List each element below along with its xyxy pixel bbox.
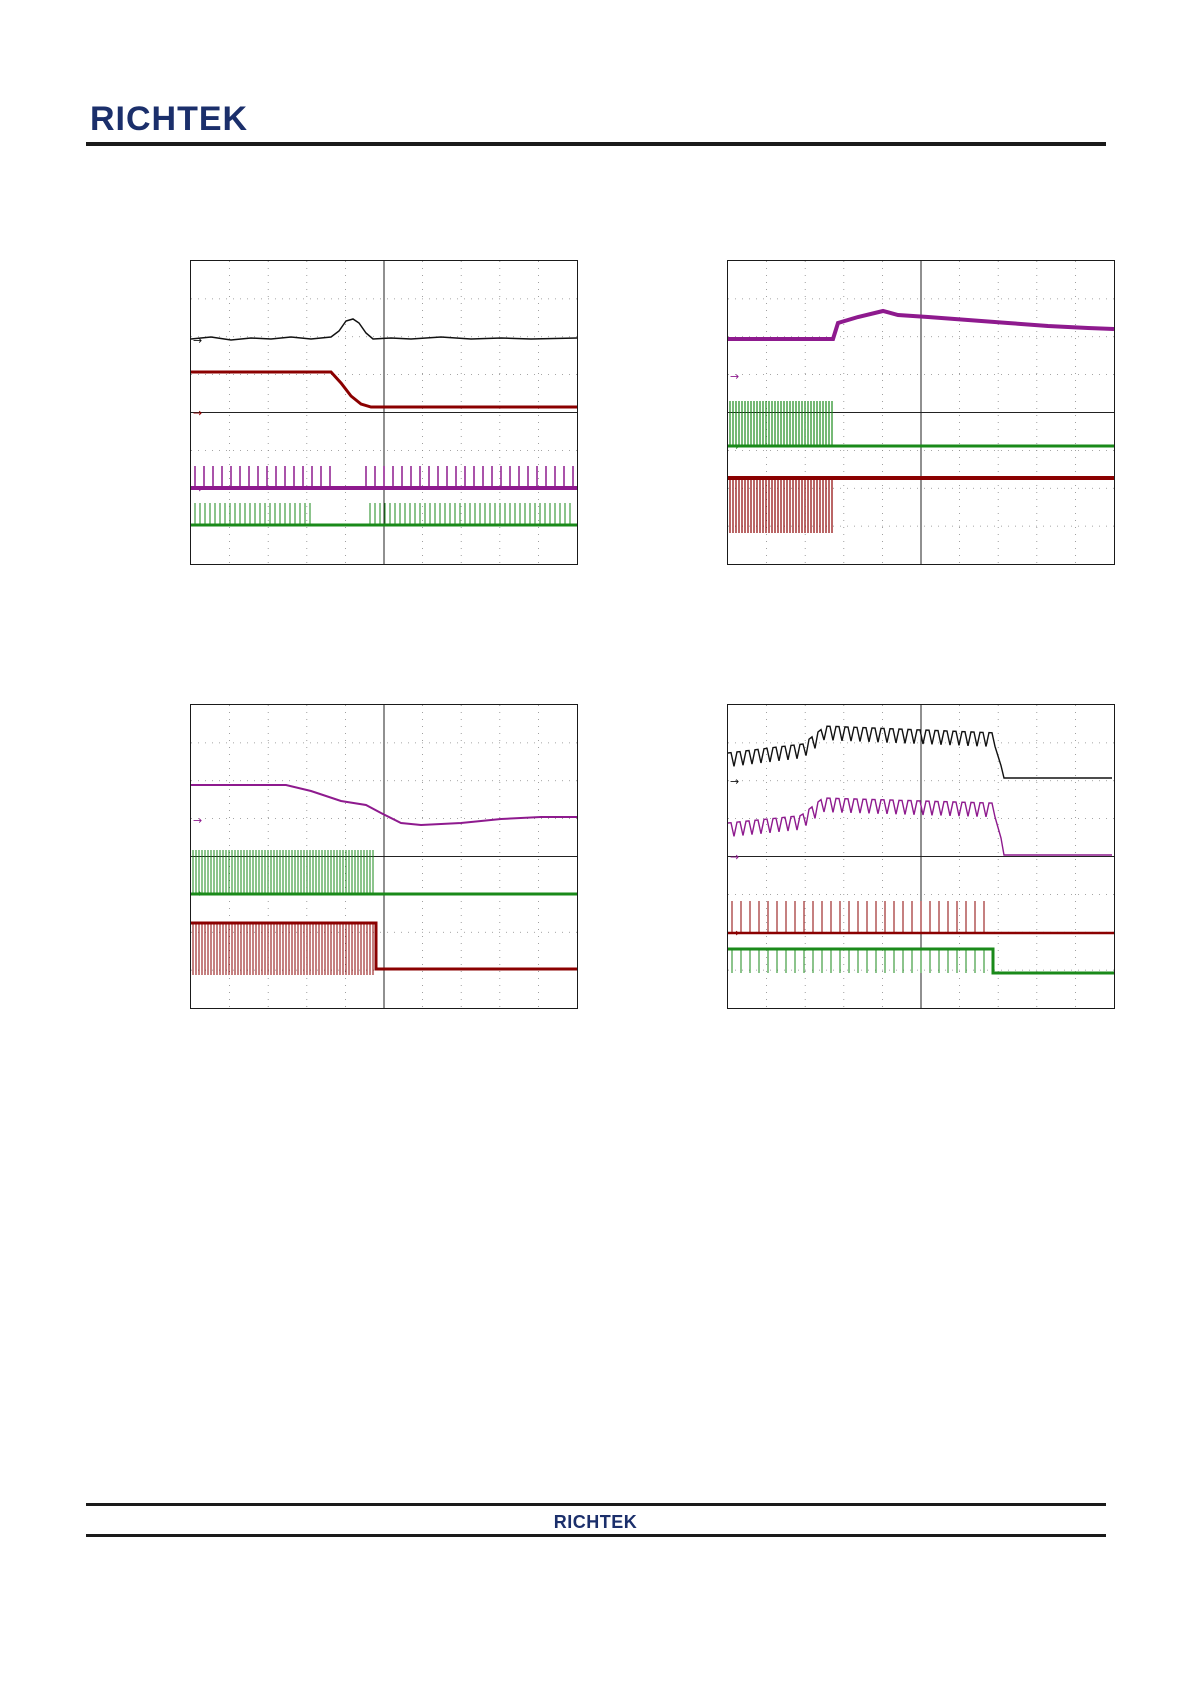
scope-1-green-spikes bbox=[194, 503, 571, 525]
scope-1-channel-marker: → bbox=[193, 407, 202, 420]
scope-1-black-trace bbox=[191, 318, 577, 341]
scope-2-grid bbox=[728, 261, 1114, 564]
scope-1-red-trace bbox=[191, 370, 577, 409]
scope-4-plot: → → → bbox=[728, 705, 1114, 1008]
scope-3-purple-trace bbox=[191, 784, 577, 827]
scope-3-green-spikes bbox=[192, 850, 374, 894]
footer-logo: RICHTEK bbox=[553, 1512, 638, 1532]
scope-4-red-spikes bbox=[731, 901, 985, 933]
footer-rule-top bbox=[86, 1503, 1106, 1506]
scope-3-red-spikes bbox=[192, 923, 374, 975]
scope-1-purple-spikes bbox=[194, 466, 574, 488]
scope-4-channel-marker: → bbox=[730, 926, 739, 939]
scope-screen-3: → → bbox=[190, 704, 578, 1009]
scope-4-purple-trace bbox=[728, 797, 1112, 856]
scope-2-green-spikes bbox=[729, 401, 833, 446]
scope-3-channel-marker: → bbox=[193, 814, 202, 827]
footer-rule-bottom bbox=[86, 1534, 1106, 1537]
scope-screen-1: → → → bbox=[190, 260, 578, 565]
header-rule bbox=[86, 142, 1106, 146]
scope-4-channel-marker: → bbox=[730, 851, 739, 864]
scope-4-green-spikes bbox=[731, 949, 985, 973]
scope-4-black-trace bbox=[728, 725, 1112, 779]
scope-screen-2: → → bbox=[727, 260, 1115, 565]
scope-1-channel-marker: → bbox=[193, 482, 202, 495]
scope-4-grid bbox=[728, 705, 1114, 1008]
header-logo: RICHTEK bbox=[90, 100, 249, 138]
scope-2-purple-trace bbox=[728, 308, 1114, 341]
scope-2-red-spikes bbox=[729, 478, 833, 533]
scope-4-channel-marker: → bbox=[730, 775, 739, 788]
scope-2-channel-marker: → bbox=[730, 370, 739, 383]
scope-4-green-trace bbox=[728, 947, 1114, 975]
scope-1-channel-marker: → bbox=[193, 334, 202, 347]
scope-3-plot: →→ bbox=[191, 705, 577, 1008]
scope-1-grid bbox=[191, 261, 577, 564]
scope-2-plot: →→ bbox=[728, 261, 1114, 564]
scope-3-channel-marker: → bbox=[193, 887, 202, 900]
scope-3-grid bbox=[191, 705, 577, 1008]
scope-2-channel-marker: → bbox=[730, 440, 739, 453]
scope-screen-4: → → → bbox=[727, 704, 1115, 1009]
scope-1-plot: → → → bbox=[191, 261, 577, 564]
